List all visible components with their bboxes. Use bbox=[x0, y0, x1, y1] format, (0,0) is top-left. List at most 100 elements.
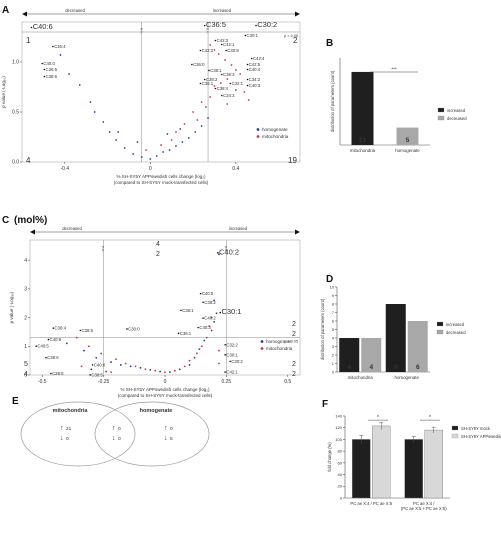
panel-c: C (mol%) decreased increased n.s. n.s. p = 0… bbox=[2, 215, 301, 398]
annotation-point bbox=[214, 87, 217, 90]
mitochondria-point bbox=[173, 369, 176, 372]
x-tick-label: -0.4 bbox=[60, 166, 69, 172]
panel-d: D distribution of parameters (count) 0 1 2 3… bbox=[320, 274, 466, 380]
y-tick-label: 4 bbox=[332, 335, 335, 340]
arrow-up-icon: ↑ bbox=[60, 425, 64, 432]
increased-bar bbox=[339, 338, 360, 372]
arrow-up-icon: ↑ bbox=[112, 425, 116, 432]
annotation-point bbox=[224, 343, 226, 346]
annotation-point bbox=[202, 301, 204, 304]
category-label: PC ae X:4 / PC ae X:6 bbox=[350, 501, 392, 506]
y-axis-label: p value (-Log₁₀) bbox=[9, 291, 14, 323]
annotation-point bbox=[203, 24, 206, 27]
lipid-annotation: C36:4 bbox=[55, 326, 67, 331]
legend-swatch bbox=[451, 433, 459, 439]
homogenate-point bbox=[110, 361, 112, 363]
lipid-annotation: C30:2 bbox=[231, 359, 243, 364]
venn-down-count: 0 bbox=[118, 436, 121, 442]
mitochondria-point bbox=[88, 345, 90, 348]
annotation-point bbox=[246, 78, 249, 81]
annotation-point bbox=[221, 43, 223, 46]
arrow-up-icon: ↑ bbox=[164, 425, 168, 432]
y-tick-label: 1.0 bbox=[12, 60, 19, 66]
panel-letter-c: C bbox=[2, 215, 9, 226]
annotation-point bbox=[50, 372, 52, 375]
annotation-point bbox=[244, 34, 247, 37]
annotation-point bbox=[126, 328, 128, 330]
mitochondria-point bbox=[213, 49, 216, 51]
homogenate-point bbox=[123, 147, 126, 149]
category-label-line: PC ae X:4 / PC ae X:6 bbox=[350, 501, 392, 506]
lipid-annotation: C30:1 bbox=[221, 307, 241, 316]
mitochondria-point bbox=[205, 336, 208, 339]
x-axis-label: % SH-SY5Y APPswedish cells change (log₂)… bbox=[114, 174, 209, 185]
mitochondria-point bbox=[100, 352, 103, 355]
homogenate-point bbox=[117, 131, 120, 133]
p-threshold-label: p = 0.05 bbox=[284, 34, 298, 38]
lipid-annotation: C32:1 bbox=[232, 81, 244, 86]
homogenate-point bbox=[168, 149, 171, 151]
mitochondria-point bbox=[145, 149, 147, 151]
annotation-point bbox=[89, 374, 91, 376]
mitochondria-point bbox=[234, 89, 237, 91]
corner-count: 2 bbox=[293, 36, 298, 45]
lipid-annotation: C38:2 bbox=[206, 77, 218, 82]
y-axis-label: fold change (%) bbox=[327, 442, 332, 472]
lipid-annotation: C40:2 bbox=[204, 316, 216, 321]
homogenate-point bbox=[175, 145, 177, 147]
homogenate-point bbox=[140, 156, 143, 158]
mitochondria-point bbox=[205, 106, 207, 108]
lipid-annotation: C36:4 bbox=[54, 44, 66, 49]
homogenate-legend-marker bbox=[256, 128, 260, 131]
legend-label: increased bbox=[446, 322, 465, 327]
y-tick-label: 20 bbox=[338, 484, 343, 489]
y-tick-label: 0.5 bbox=[12, 110, 19, 116]
homogenate-point bbox=[65, 342, 68, 345]
y-tick-label: 6 bbox=[332, 318, 335, 323]
annotation-point bbox=[202, 317, 204, 319]
homogenate-point bbox=[159, 370, 161, 373]
homogenate-point bbox=[68, 73, 70, 75]
homogenate-point bbox=[93, 111, 96, 113]
lipid-annotation: C40:6 bbox=[33, 22, 53, 31]
panel-c-subtitle: (mol%) bbox=[14, 215, 47, 226]
lipid-annotation: C36:0 bbox=[193, 62, 205, 67]
homogenate-point bbox=[207, 117, 209, 119]
legend-label: homogenate bbox=[262, 127, 288, 132]
mitochondria-point bbox=[183, 365, 186, 368]
corner-count: 2 bbox=[292, 371, 296, 378]
annotation-point bbox=[229, 82, 232, 85]
bar-value-label: 6 bbox=[416, 364, 420, 371]
annotation-point bbox=[219, 311, 222, 314]
annotation-point bbox=[47, 338, 50, 341]
lipid-annotation: C40:3 bbox=[199, 325, 211, 330]
annotation-point bbox=[214, 39, 217, 42]
decreased-bar bbox=[407, 321, 428, 372]
annotation-point bbox=[199, 49, 202, 52]
panel-letter-d: D bbox=[326, 274, 333, 285]
venn-set-label: mitochondria bbox=[53, 408, 89, 414]
annotation-point bbox=[52, 45, 54, 48]
homogenate-point bbox=[155, 155, 158, 157]
legend-swatch bbox=[436, 329, 444, 335]
x-tick-label: -0.5 bbox=[38, 379, 47, 385]
annotation-point bbox=[225, 49, 227, 52]
venn-up-count: 0 bbox=[170, 426, 173, 432]
corner-count: 2 bbox=[292, 361, 296, 368]
ns-label: n.s. bbox=[206, 28, 210, 34]
category-label: homogenate bbox=[395, 375, 420, 380]
homogenate-point bbox=[162, 151, 165, 153]
SH-SY5Y APPswedish-bar bbox=[424, 429, 443, 499]
lipid-annotation: C40:2 bbox=[219, 247, 239, 256]
mitochondria-point bbox=[209, 44, 212, 46]
bar-value-label: 4 bbox=[369, 364, 373, 371]
y-tick-label: 40 bbox=[338, 472, 343, 477]
homogenate-point bbox=[213, 320, 215, 323]
arrow-down-icon: ↓ bbox=[60, 435, 64, 442]
lipid-annotation: C34:3 bbox=[223, 93, 235, 98]
y-axis-label: distribution of parameters (count) bbox=[330, 70, 335, 132]
bar-value-label: 8 bbox=[394, 364, 398, 371]
corner-count: 4 bbox=[24, 371, 28, 378]
y-tick-label: 80 bbox=[338, 449, 343, 454]
